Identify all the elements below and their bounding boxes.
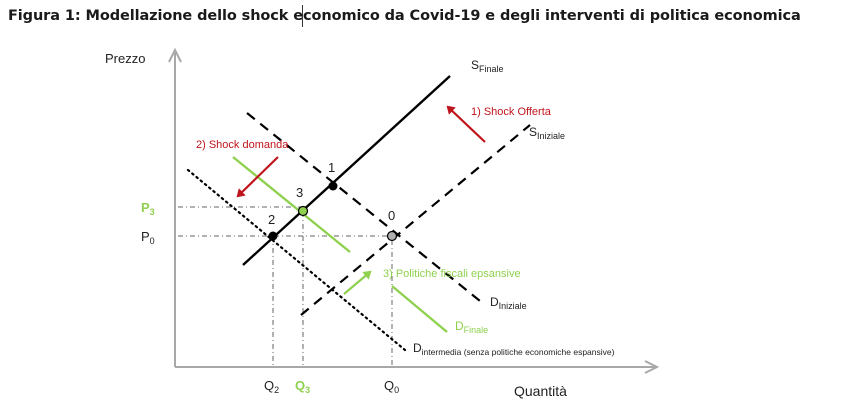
point-0	[386, 230, 398, 242]
d-iniziale-label: DIniziale	[490, 295, 527, 311]
d-finale-line-lower	[391, 285, 448, 333]
shock-domanda-label: 2) Shock domanda	[196, 139, 289, 151]
point-3-label: 3	[296, 185, 303, 200]
s-finale-line	[242, 75, 451, 266]
d-finale-line-upper	[232, 156, 351, 253]
s-iniziale-line	[300, 124, 531, 316]
s-iniziale-label: SIniziale	[529, 125, 565, 141]
x-axis-label: Quantità	[514, 383, 567, 399]
figure-title: Figura 1: Modellazione dello shock econo…	[8, 8, 801, 24]
reference-lines	[178, 206, 393, 366]
point-0-label: 0	[388, 208, 395, 223]
politiche-arrow-icon	[343, 270, 372, 295]
d-finale-label: DFinale	[455, 319, 488, 335]
p3-tick-label: P3	[141, 200, 155, 217]
shock-offerta-arrow-icon	[446, 105, 486, 143]
shock-domanda-arrow-icon	[236, 156, 279, 198]
s-finale-label: SFinale	[471, 58, 504, 74]
point-1	[328, 181, 338, 191]
d-intermedia-label: Dintermedia (senza politiche economiche …	[413, 341, 615, 357]
axes	[168, 47, 660, 374]
shock-offerta-label: 1) Shock Offerta	[471, 106, 552, 118]
q0-tick-label: Q0	[384, 378, 399, 395]
q2-tick-label: Q2	[264, 378, 279, 395]
point-2-label: 2	[268, 212, 275, 227]
point-2	[268, 231, 278, 241]
p0-tick-label: P0	[141, 229, 155, 246]
point-3	[297, 205, 309, 217]
y-axis-label: Prezzo	[105, 51, 145, 66]
point-1-label: 1	[328, 160, 335, 175]
text-cursor	[302, 5, 303, 27]
politiche-label: 3) Politiche fiscali epsansive	[383, 268, 521, 280]
q3-tick-label: Q3	[295, 378, 310, 395]
y-axis-arrow-icon	[168, 47, 182, 63]
x-axis-arrow-icon	[644, 360, 660, 374]
